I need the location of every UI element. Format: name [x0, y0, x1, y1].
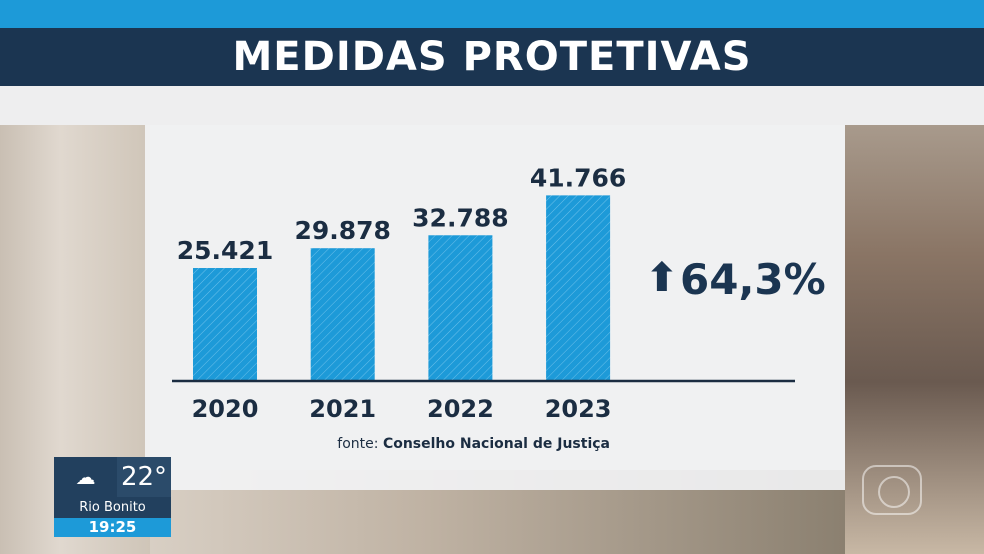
growth-percent: 64,3%: [680, 255, 826, 304]
bar-2020: [193, 268, 257, 381]
data-label-2020: 25.421: [177, 236, 273, 265]
weather-widget: ☁ 22° Rio Bonito 19:25: [54, 457, 171, 537]
bar-2022: [428, 235, 493, 381]
source-prefix: fonte:: [337, 436, 378, 452]
data-label-2023: 41.766: [530, 163, 626, 192]
night-cloud-icon: ☁: [75, 465, 96, 489]
bar-2023: [546, 195, 611, 381]
data-label-2022: 32.788: [412, 203, 508, 232]
x-tick-label-2023: 2023: [545, 395, 612, 423]
background-gavel-right: [845, 125, 984, 554]
temperature: 22°: [117, 457, 171, 497]
city-name: Rio Bonito: [54, 497, 171, 518]
source-note: fonte: Conselho Nacional de Justiça: [337, 436, 610, 452]
chart-panel: [145, 125, 845, 490]
data-label-2021: 29.878: [294, 216, 390, 245]
title-bar: MEDIDAS PROTETIVAS: [0, 28, 984, 86]
bar-2021: [310, 248, 375, 381]
clock-time: 19:25: [54, 518, 171, 537]
page-title: MEDIDAS PROTETIVAS: [232, 34, 752, 80]
top-strip: [0, 0, 984, 28]
x-tick-label-2021: 2021: [309, 395, 376, 423]
x-tick-label-2022: 2022: [427, 395, 494, 423]
growth-arrow-icon: ⬆: [645, 255, 679, 301]
broadcaster-logo-icon: [862, 465, 922, 515]
source-name: Conselho Nacional de Justiça: [383, 436, 610, 452]
x-tick-label-2020: 2020: [192, 395, 259, 423]
subtitle-strip: [0, 86, 984, 125]
